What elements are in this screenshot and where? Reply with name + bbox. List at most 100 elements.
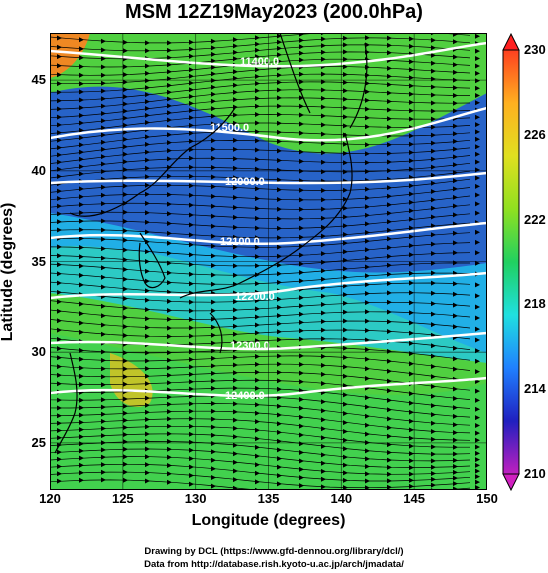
wind-arrow — [475, 151, 480, 157]
wind-arrow — [409, 116, 414, 122]
wind-arrow — [255, 67, 260, 73]
wind-arrow — [233, 43, 238, 49]
x-tick-label: 145 — [403, 491, 425, 506]
wind-arrow — [409, 427, 414, 433]
wind-arrow — [299, 311, 304, 317]
wind-arrow — [409, 174, 414, 180]
wind-arrow — [365, 186, 370, 192]
wind-arrow — [79, 272, 84, 278]
wind-arrow — [101, 322, 106, 328]
wind-arrow — [167, 357, 172, 363]
wind-arrow — [299, 79, 304, 85]
wind-arrow — [343, 72, 348, 77]
wind-arrow — [123, 72, 128, 78]
map-plot[interactable]: 11400.0 11500.0 12000.0 12100.0 12200.0 12300… — [49, 28, 488, 498]
wind-arrow — [57, 381, 62, 387]
wind-arrow — [365, 151, 370, 157]
wind-arrow — [409, 243, 414, 249]
x-axis-label: Longitude (degrees) — [191, 512, 346, 529]
wind-arrow — [365, 142, 370, 148]
wind-arrow — [167, 431, 172, 437]
wind-arrow — [387, 464, 392, 470]
wind-arrow — [475, 183, 480, 189]
wind-arrow — [365, 247, 370, 253]
wind-arrow — [233, 214, 238, 220]
wind-arrow — [167, 334, 172, 339]
wind-arrow — [189, 130, 194, 136]
wind-arrow — [343, 446, 348, 452]
wind-arrow — [123, 417, 128, 423]
wind-arrow — [211, 449, 216, 455]
wind-arrow — [299, 261, 304, 267]
wind-arrow — [343, 477, 348, 483]
wind-arrow — [475, 450, 480, 456]
wind-arrow — [255, 470, 260, 476]
wind-arrow — [211, 213, 216, 219]
wind-arrow — [167, 96, 172, 102]
wind-arrow — [409, 150, 414, 155]
wind-arrow — [431, 429, 436, 434]
wind-arrow — [453, 396, 458, 401]
wind-arrow — [365, 282, 370, 288]
wind-arrow — [123, 305, 128, 311]
wind-arrow — [431, 180, 436, 186]
wind-arrow — [123, 48, 128, 54]
wind-arrow — [145, 229, 150, 235]
wind-arrow — [145, 431, 150, 437]
wind-arrow — [57, 54, 62, 60]
wind-arrow — [277, 112, 282, 117]
wind-arrow — [321, 56, 326, 62]
wind-arrow — [365, 230, 370, 235]
wind-arrow — [453, 451, 458, 457]
wind-arrow — [453, 178, 458, 184]
wind-arrow — [189, 73, 194, 79]
wind-arrow — [343, 187, 348, 193]
wind-arrow — [475, 369, 480, 375]
wind-arrow — [321, 293, 326, 299]
wind-arrow — [387, 253, 392, 259]
wind-arrow — [211, 432, 216, 438]
map-panel[interactable]: 11400.0 11500.0 12000.0 12100.0 12200.0 12300… — [49, 28, 488, 498]
wind-arrow — [189, 192, 194, 198]
wind-arrow — [365, 255, 370, 261]
wind-arrow — [475, 85, 480, 91]
wind-arrow — [343, 88, 348, 94]
wind-arrow — [57, 145, 62, 151]
wind-arrow — [233, 385, 238, 391]
wind-arrow — [453, 212, 458, 218]
wind-arrow — [277, 279, 282, 285]
wind-arrow — [145, 288, 150, 294]
wind-arrow — [475, 175, 480, 181]
wind-arrow — [145, 470, 150, 476]
wind-arrow — [453, 62, 458, 68]
wind-arrow — [123, 108, 128, 114]
wind-arrow — [233, 82, 238, 88]
wind-arrow — [57, 72, 62, 78]
wind-arrow — [343, 454, 348, 460]
wind-arrow — [255, 81, 260, 86]
wind-arrow — [431, 172, 436, 178]
wind-arrow — [409, 400, 414, 406]
wind-arrow — [387, 219, 392, 225]
wind-arrow — [255, 95, 260, 101]
wind-arrow — [189, 80, 194, 86]
wind-arrow — [475, 114, 480, 120]
wind-arrow — [189, 67, 194, 73]
wind-arrow — [233, 75, 238, 81]
wind-arrow — [343, 274, 348, 280]
wind-arrow — [189, 379, 194, 385]
wind-arrow — [453, 413, 458, 419]
wind-arrow — [123, 333, 128, 338]
wind-arrow — [233, 165, 238, 171]
wind-arrow — [189, 252, 194, 258]
wind-arrow — [453, 469, 458, 475]
wind-arrow — [409, 477, 414, 483]
wind-arrow — [299, 187, 304, 193]
wind-arrow — [387, 290, 392, 296]
wind-arrow — [189, 357, 194, 362]
wind-arrow — [409, 225, 414, 231]
wind-arrow — [145, 191, 150, 197]
wind-arrow — [123, 175, 128, 181]
wind-arrow — [123, 374, 128, 380]
wind-arrow — [431, 132, 436, 138]
